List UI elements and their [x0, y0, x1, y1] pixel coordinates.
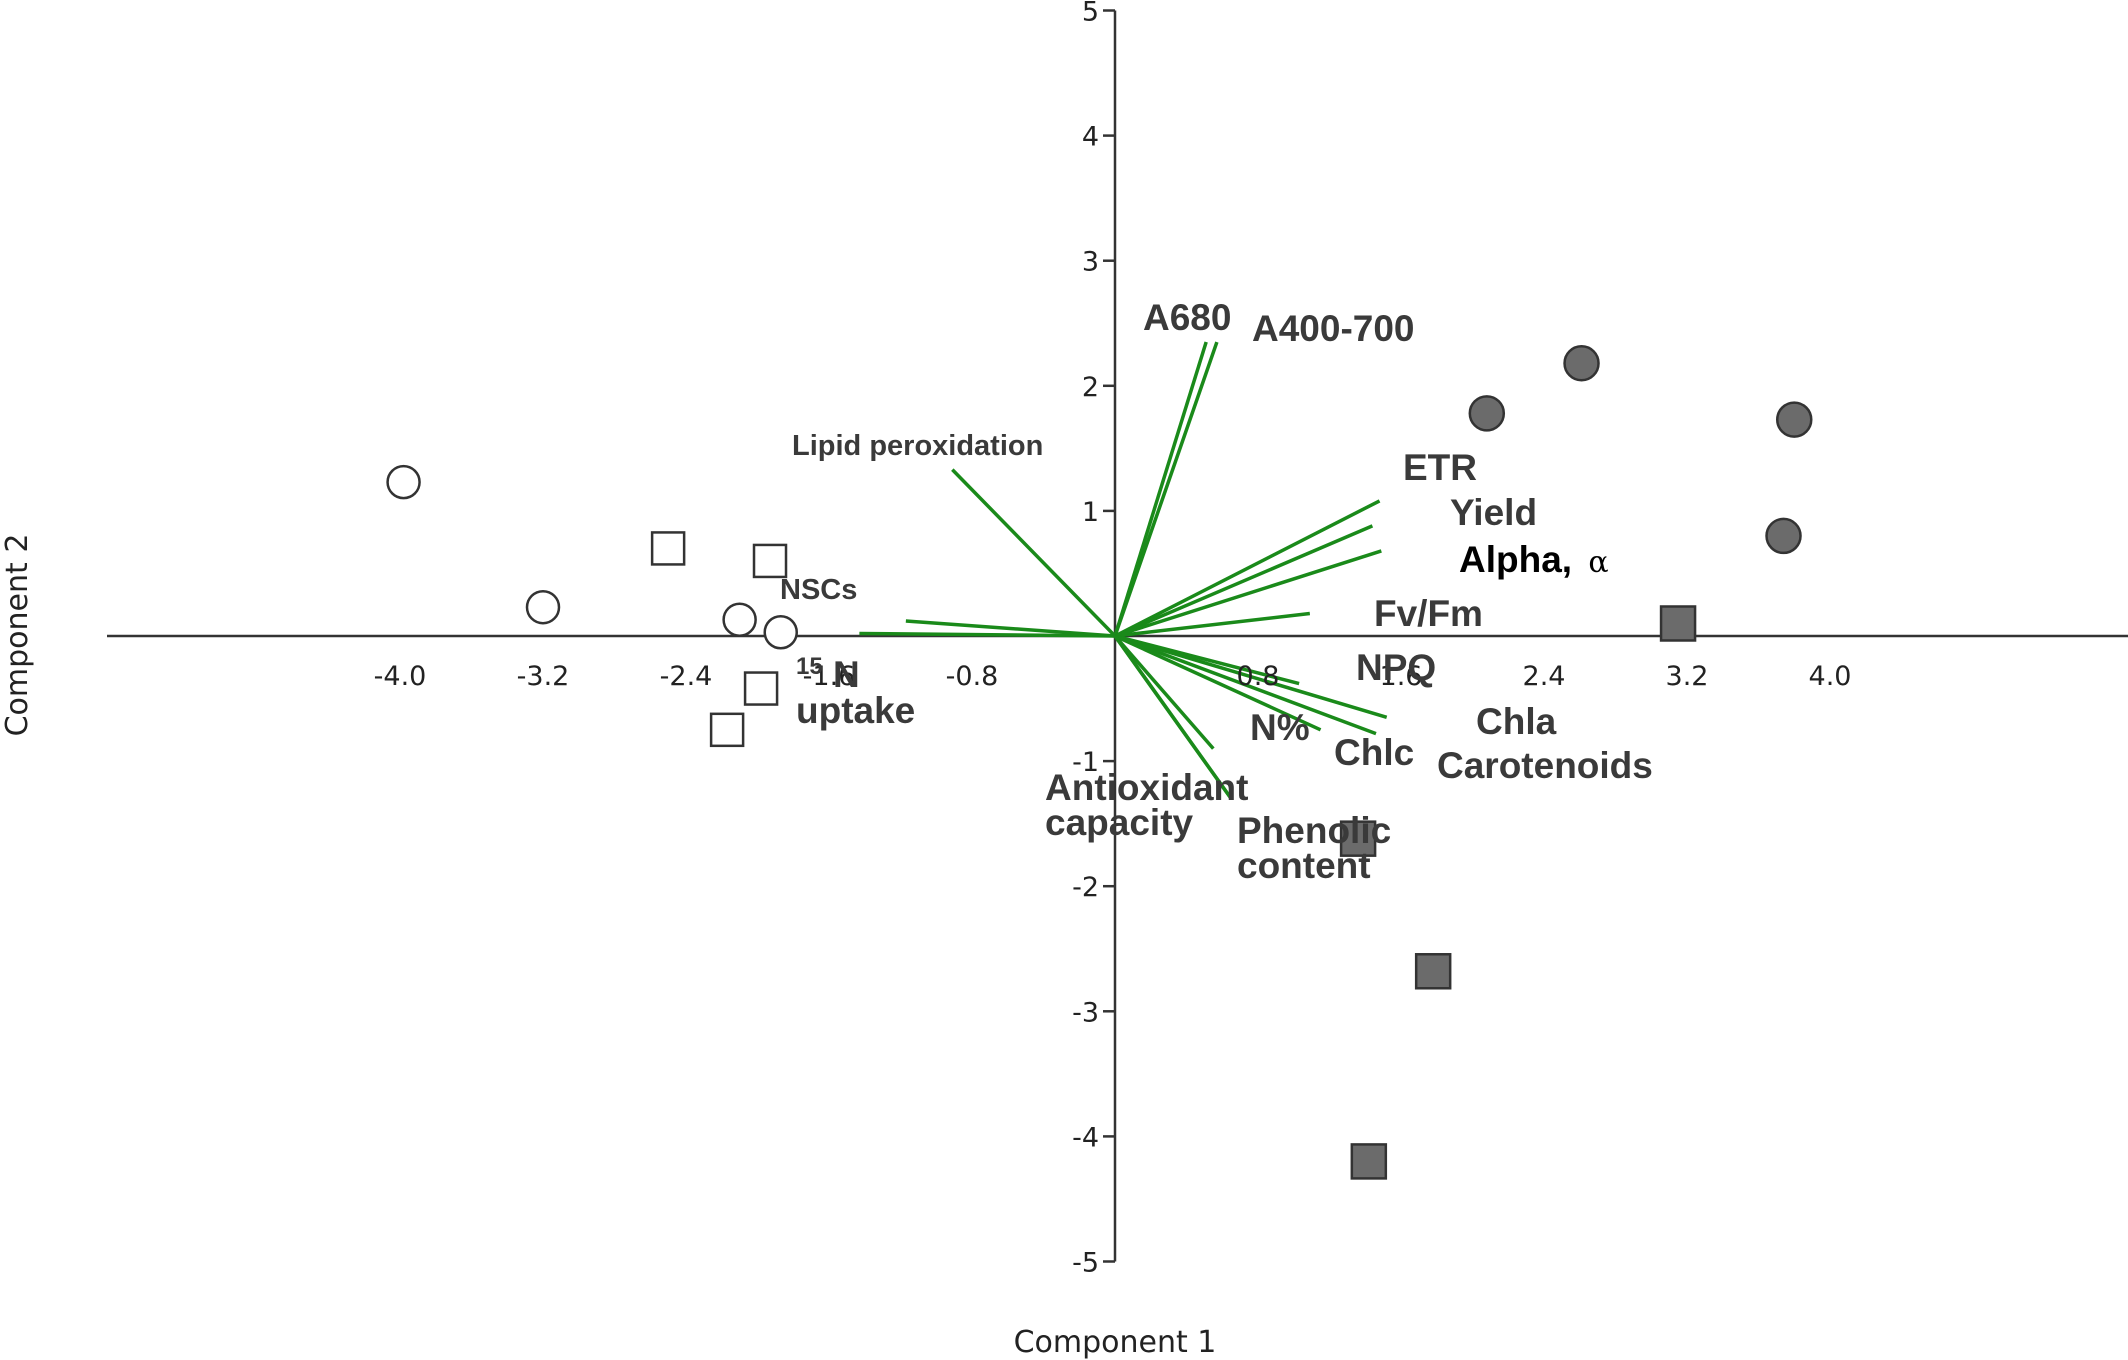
loading-vector [1114, 499, 1381, 638]
sample-open-square [650, 531, 686, 566]
y-tick-label: 2 [1082, 372, 1099, 403]
x-tick-label: 2.4 [1523, 661, 1566, 692]
label-npq: NPQ [1356, 647, 1436, 688]
sample-filled-circle [1563, 345, 1600, 382]
sample-points [386, 345, 1813, 1180]
x-axis-title: Component 1 [1014, 1325, 1217, 1360]
loading-vector [1113, 634, 1233, 800]
sample-open-square [709, 712, 745, 748]
y-tick-label: 1 [1082, 497, 1099, 528]
x-tick-label: 3.2 [1666, 661, 1709, 692]
loading-vector [951, 468, 1117, 638]
y-tick-label: -4 [1072, 1122, 1099, 1153]
label-fv-fm: Fv/Fm [1374, 593, 1483, 634]
label-15n-uptake: 15 N [796, 641, 860, 695]
label-phenolic-line1: Phenolic [1237, 810, 1391, 851]
loading-vector [1114, 549, 1382, 638]
sample-filled-square [1659, 605, 1697, 642]
label-alpha-word: Alpha, [1459, 539, 1572, 580]
label-lipid-peroxidation: Lipid peroxidation [792, 430, 1043, 462]
x-tick-label: -3.2 [517, 661, 570, 692]
x-tick-label: -0.8 [946, 661, 999, 692]
y-tick-label: 4 [1082, 122, 1099, 153]
label-15n-superscript: 15 [796, 653, 823, 680]
loading-vector [1113, 341, 1219, 637]
sample-open-square [743, 671, 779, 706]
sample-filled-circle [1765, 517, 1802, 555]
x-tick-label: 0.8 [1237, 661, 1280, 692]
y-tick-label: 5 [1082, 0, 1099, 28]
loading-vector [1113, 634, 1215, 750]
sample-open-circle [722, 602, 757, 637]
sample-open-circle [386, 464, 421, 500]
x-tick-label: -4.0 [374, 661, 427, 692]
label-alpha: Alpha, α [1459, 539, 1609, 580]
label-phenolic-line2: content [1237, 845, 1371, 886]
sample-filled-circle [1468, 395, 1506, 432]
loading-vector [1114, 634, 1377, 736]
label-15n-letter: N [833, 654, 860, 695]
x-tick-label: 4.0 [1809, 661, 1852, 692]
y-tick-label: 3 [1082, 247, 1099, 278]
sample-open-circle [763, 614, 798, 650]
label-etr: ETR [1403, 447, 1477, 488]
label-antioxidant-line2: capacity [1045, 802, 1194, 843]
sample-filled-square [1339, 820, 1377, 857]
sample-open-square [752, 543, 788, 579]
loading-vector [859, 631, 1116, 638]
y-tick-label: -1 [1072, 747, 1099, 778]
y-tick-label: -2 [1072, 872, 1099, 903]
sample-filled-square [1414, 953, 1452, 990]
label-n-percent: N% [1250, 707, 1310, 748]
x-tick-label: -2.4 [660, 661, 713, 692]
label-carotenoids: Carotenoids [1437, 745, 1653, 786]
label-uptake: uptake [796, 690, 915, 731]
loading-vector [1114, 634, 1388, 719]
sample-open-circle [525, 589, 561, 625]
loading-vectors [859, 341, 1388, 800]
y-axis-title: Component 2 [0, 534, 35, 737]
label-chla: Chla [1476, 701, 1557, 742]
tick-labels: -4.0 -3.2 -2.4 -1.6 -0.8 0.8 1.6 2.4 3.2 4.0 5 4 3 2 1… [374, 0, 1852, 1279]
label-alpha-symbol: α [1588, 545, 1608, 580]
loading-vector [1114, 524, 1374, 638]
sample-filled-square [1350, 1143, 1388, 1180]
label-a680: A680 [1143, 297, 1231, 338]
y-tick-label: -3 [1072, 997, 1099, 1028]
label-a400-700: A400-700 [1252, 308, 1415, 349]
label-nscs: NSCs [780, 574, 857, 606]
x-tick-label: 1.6 [1380, 661, 1423, 692]
sample-filled-circle [1776, 401, 1813, 438]
label-yield: Yield [1450, 492, 1537, 533]
y-tick-label: -5 [1072, 1248, 1099, 1279]
x-tick-label: -1.6 [803, 661, 856, 692]
loading-vector [1114, 634, 1322, 732]
loading-vector [1114, 611, 1311, 638]
label-antioxidant-line1: Antioxidant [1045, 767, 1248, 808]
label-chlc: Chlc [1334, 732, 1414, 773]
loading-vector [905, 619, 1116, 638]
